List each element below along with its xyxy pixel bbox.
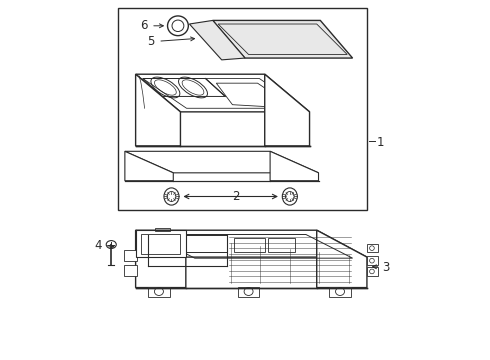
- Bar: [367, 244, 378, 252]
- Text: 2: 2: [232, 190, 240, 203]
- Polygon shape: [136, 230, 186, 288]
- Bar: [124, 250, 137, 261]
- Polygon shape: [136, 230, 367, 257]
- Polygon shape: [190, 21, 245, 60]
- Text: 4: 4: [94, 239, 101, 252]
- Polygon shape: [136, 74, 310, 112]
- Bar: [118, 8, 367, 211]
- Bar: [367, 256, 378, 265]
- Polygon shape: [125, 151, 173, 181]
- Polygon shape: [317, 230, 367, 288]
- Polygon shape: [265, 74, 310, 146]
- Bar: [238, 287, 259, 297]
- Polygon shape: [125, 151, 318, 173]
- Text: 3: 3: [382, 261, 390, 274]
- Polygon shape: [136, 74, 180, 146]
- Bar: [367, 267, 378, 276]
- Text: 5: 5: [147, 35, 155, 48]
- Bar: [329, 287, 351, 297]
- Text: 1: 1: [377, 136, 385, 149]
- Bar: [124, 265, 137, 276]
- Polygon shape: [136, 230, 186, 257]
- Text: 6: 6: [140, 19, 147, 32]
- Polygon shape: [213, 21, 353, 58]
- Polygon shape: [270, 151, 318, 181]
- Bar: [148, 287, 170, 297]
